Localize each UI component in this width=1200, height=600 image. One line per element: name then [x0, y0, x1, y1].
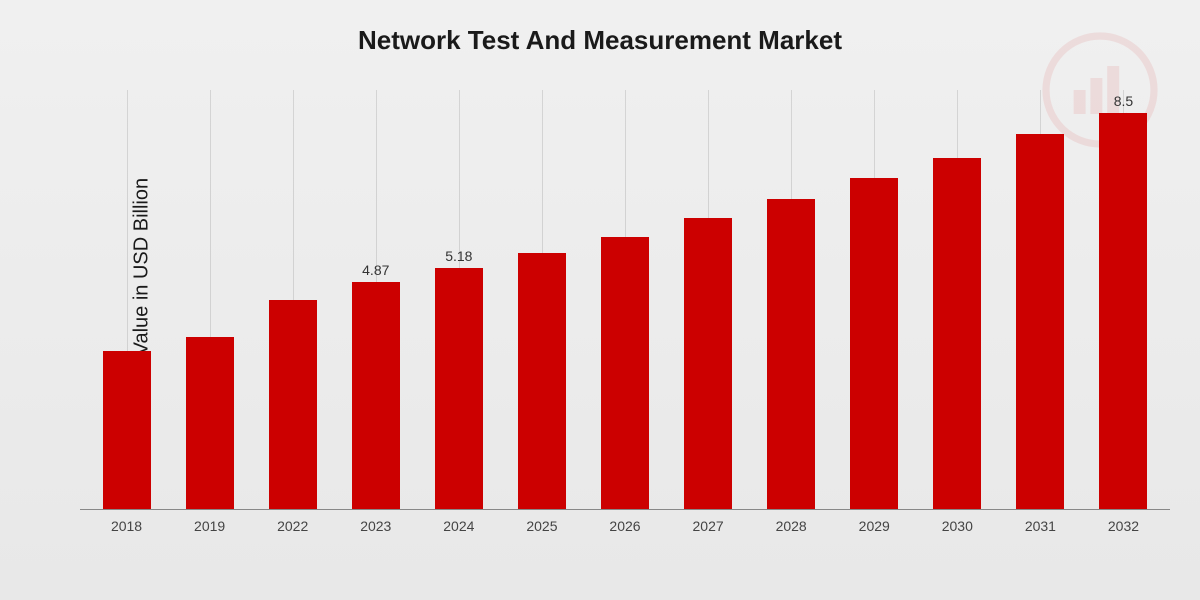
x-axis-label: 2025	[500, 510, 583, 540]
x-axis-label: 2019	[168, 510, 251, 540]
bar-group	[833, 90, 916, 509]
x-axis-labels: 2018201920222023202420252026202720282029…	[80, 510, 1170, 540]
x-axis-label: 2023	[334, 510, 417, 540]
bar-group	[168, 90, 251, 509]
x-axis-label: 2030	[916, 510, 999, 540]
bar	[601, 237, 649, 509]
bar-value-label: 8.5	[1114, 93, 1133, 109]
bar-value-label: 4.87	[362, 262, 389, 278]
bar	[850, 178, 898, 509]
x-axis-label: 2031	[999, 510, 1082, 540]
bar-group: 4.87	[334, 90, 417, 509]
bar	[684, 218, 732, 509]
bar-group: 8.5	[1082, 90, 1165, 509]
x-axis-label: 2018	[85, 510, 168, 540]
x-axis-label: 2024	[417, 510, 500, 540]
bar-group: 5.18	[417, 90, 500, 509]
x-axis-label: 2027	[667, 510, 750, 540]
bar-group	[85, 90, 168, 509]
bar-group	[500, 90, 583, 509]
x-axis-label: 2029	[833, 510, 916, 540]
chart-title: Network Test And Measurement Market	[0, 0, 1200, 66]
bar	[1099, 113, 1147, 509]
bar-group	[667, 90, 750, 509]
bar	[352, 282, 400, 509]
chart-container: 4.87 5.18 8.5 2018201920222023202420252026…	[80, 90, 1170, 540]
x-axis-label: 2026	[583, 510, 666, 540]
bar	[1016, 134, 1064, 509]
bar-group	[999, 90, 1082, 509]
bar	[103, 351, 151, 509]
x-axis-label: 2022	[251, 510, 334, 540]
x-axis-label: 2028	[750, 510, 833, 540]
bar	[518, 253, 566, 509]
bar	[186, 337, 234, 509]
x-axis-label: 2032	[1082, 510, 1165, 540]
bar-group	[750, 90, 833, 509]
bar-group	[916, 90, 999, 509]
bar-group	[583, 90, 666, 509]
bar	[435, 268, 483, 509]
bar-value-label: 5.18	[445, 248, 472, 264]
plot-area: 4.87 5.18 8.5	[80, 90, 1170, 510]
bar-group	[251, 90, 334, 509]
bar	[933, 158, 981, 509]
bars-row: 4.87 5.18 8.5	[80, 90, 1170, 509]
bar	[269, 300, 317, 510]
bar	[767, 199, 815, 509]
